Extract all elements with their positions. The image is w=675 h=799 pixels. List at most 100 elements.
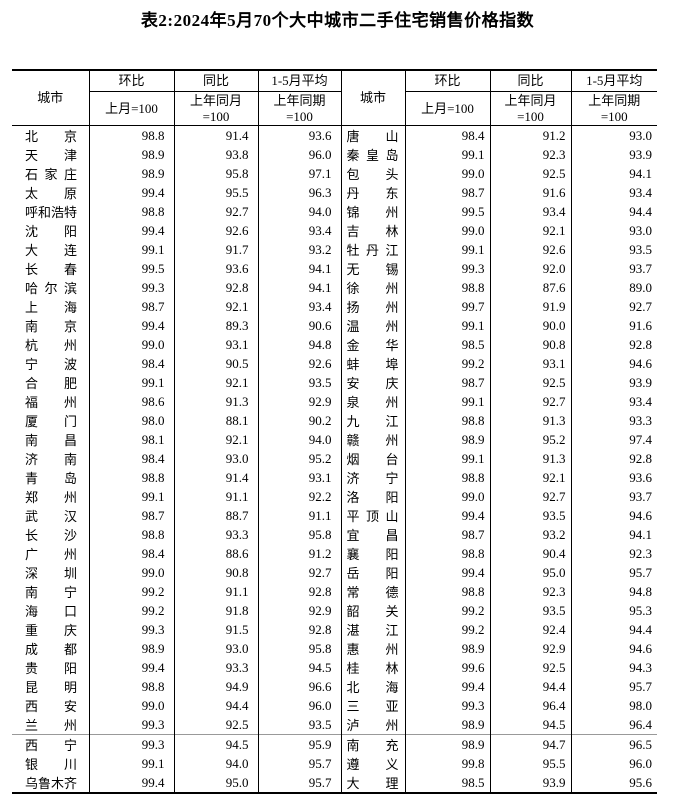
city-name: 唐山	[346, 129, 399, 144]
city-cell: 三亚	[341, 696, 406, 715]
yoy-cell: 92.5	[490, 658, 572, 677]
city-cell: 南昌	[12, 430, 90, 449]
avg-cell: 94.3	[629, 659, 652, 675]
city-name: 徐州	[346, 281, 399, 296]
avg-cell: 95.7	[258, 773, 342, 794]
yoy-cell: 91.8	[174, 601, 259, 620]
city-cell: 大连	[12, 240, 90, 259]
mom-cell: 99.0	[89, 335, 175, 354]
city-name: 福州	[25, 395, 77, 410]
yoy-cell: 92.1	[490, 468, 572, 487]
table-row: 大连 99.1 91.7 93.2 牡丹江 99.1 92.6 93.5	[12, 240, 657, 259]
table-row: 南昌 98.1 92.1 94.0 赣州 98.9 95.2 97.4	[12, 430, 657, 449]
table-row: 杭州 99.0 93.1 94.8 金华 98.5 90.8 92.8	[12, 335, 657, 354]
mom-cell: 99.1	[405, 392, 491, 411]
yoy-cell: 92.1	[174, 430, 259, 449]
yoy-cell: 92.8	[174, 278, 259, 297]
city-cell: 蚌埠	[341, 354, 406, 373]
price-index-table: 城市 环比 同比 1-5月平均 城市 环比 同比 1-5月平均 上月=100 上…	[12, 69, 657, 794]
yoy-cell: 95.5	[174, 183, 259, 202]
mom-cell: 98.9	[405, 734, 491, 754]
mom-cell: 98.9	[89, 639, 175, 658]
mom-cell: 98.4	[89, 544, 175, 563]
yoy-cell: 90.0	[490, 316, 572, 335]
avg-cell: 92.9	[258, 601, 342, 620]
mom-cell: 98.9	[89, 145, 175, 164]
city-name: 杭州	[25, 338, 77, 353]
avg-cell: 94.0	[258, 430, 342, 449]
mom-cell: 99.1	[405, 316, 491, 335]
city-name: 温州	[346, 319, 399, 334]
mom-cell: 99.0	[89, 696, 175, 715]
yoy-cell: 94.5	[490, 715, 572, 735]
city-cell: 遵义	[341, 754, 406, 773]
city-name: 平顶山	[346, 509, 399, 524]
avg-cell: 92.2	[258, 487, 342, 506]
avg-cell: 92.9	[258, 392, 342, 411]
mom-cell: 99.2	[405, 354, 491, 373]
header-avg-right: 1-5月平均	[571, 69, 657, 92]
header-mom-right: 环比	[405, 69, 491, 92]
avg-cell: 96.0	[629, 755, 652, 771]
city-name: 银川	[25, 757, 77, 772]
city-cell: 徐州	[341, 278, 406, 297]
city-cell: 丹东	[341, 183, 406, 202]
city-cell: 襄阳	[341, 544, 406, 563]
city-name: 三亚	[346, 699, 399, 714]
avg-cell: 93.9	[629, 374, 652, 390]
mom-cell: 98.8	[89, 525, 175, 544]
yoy-cell: 88.1	[174, 411, 259, 430]
city-name: 青岛	[25, 471, 77, 486]
city-cell: 青岛	[12, 468, 90, 487]
subheader-yoy-left: 上年同月 =100	[174, 91, 259, 126]
header-avg-left: 1-5月平均	[258, 69, 342, 92]
mom-cell: 99.0	[405, 487, 491, 506]
avg-cell: 93.6	[629, 469, 652, 485]
mom-cell: 98.9	[405, 639, 491, 658]
mom-cell: 99.4	[89, 316, 175, 335]
city-name: 郑州	[25, 490, 77, 505]
header-city-right: 城市	[341, 69, 406, 126]
avg-cell: 93.5	[629, 241, 652, 257]
city-cell: 贵阳	[12, 658, 90, 677]
city-name: 惠州	[346, 642, 399, 657]
mom-cell: 98.7	[405, 525, 491, 544]
mom-cell: 99.7	[405, 297, 491, 316]
table-row: 昆明 98.8 94.9 96.6 北海 99.4 94.4 95.7	[12, 677, 657, 696]
yoy-cell: 88.6	[174, 544, 259, 563]
yoy-cell: 92.4	[490, 620, 572, 639]
mom-cell: 99.4	[89, 183, 175, 202]
mom-cell: 99.1	[89, 373, 175, 392]
city-name: 成都	[25, 642, 77, 657]
avg-cell: 95.8	[258, 525, 342, 544]
mom-cell: 99.0	[405, 221, 491, 240]
city-cell: 宜昌	[341, 525, 406, 544]
city-name: 大连	[25, 243, 77, 258]
city-cell: 上海	[12, 297, 90, 316]
mom-cell: 98.8	[89, 202, 175, 221]
table-row: 沈阳 99.4 92.6 93.4 吉林 99.0 92.1 93.0	[12, 221, 657, 240]
table-row: 上海 98.7 92.1 93.4 扬州 99.7 91.9 92.7	[12, 297, 657, 316]
city-name: 哈尔滨	[25, 281, 77, 296]
yoy-cell: 93.9	[490, 773, 572, 794]
city-cell: 北京	[12, 125, 90, 145]
city-name: 济南	[25, 452, 77, 467]
mom-cell: 98.8	[89, 468, 175, 487]
table-row: 南京 99.4 89.3 90.6 温州 99.1 90.0 91.6	[12, 316, 657, 335]
mom-cell: 98.9	[405, 715, 491, 735]
avg-cell: 93.0	[629, 222, 652, 238]
city-cell: 吉林	[341, 221, 406, 240]
city-cell: 秦皇岛	[341, 145, 406, 164]
table-row: 兰州 99.3 92.5 93.5 泸州 98.9 94.5 96.4	[12, 715, 657, 735]
avg-cell: 97.1	[258, 164, 342, 183]
avg-cell: 93.0	[629, 127, 652, 143]
city-name: 吉林	[346, 224, 399, 239]
yoy-cell: 94.4	[490, 677, 572, 696]
subheader-mom-right: 上月=100	[405, 91, 491, 126]
header-yoy-left: 同比	[174, 69, 259, 92]
city-cell: 韶关	[341, 601, 406, 620]
mom-cell: 98.0	[89, 411, 175, 430]
table-row: 银川 99.1 94.0 95.7 遵义 99.8 95.5 96.0	[12, 754, 657, 773]
table-row: 重庆 99.3 91.5 92.8 湛江 99.2 92.4 94.4	[12, 620, 657, 639]
yoy-cell: 91.5	[174, 620, 259, 639]
